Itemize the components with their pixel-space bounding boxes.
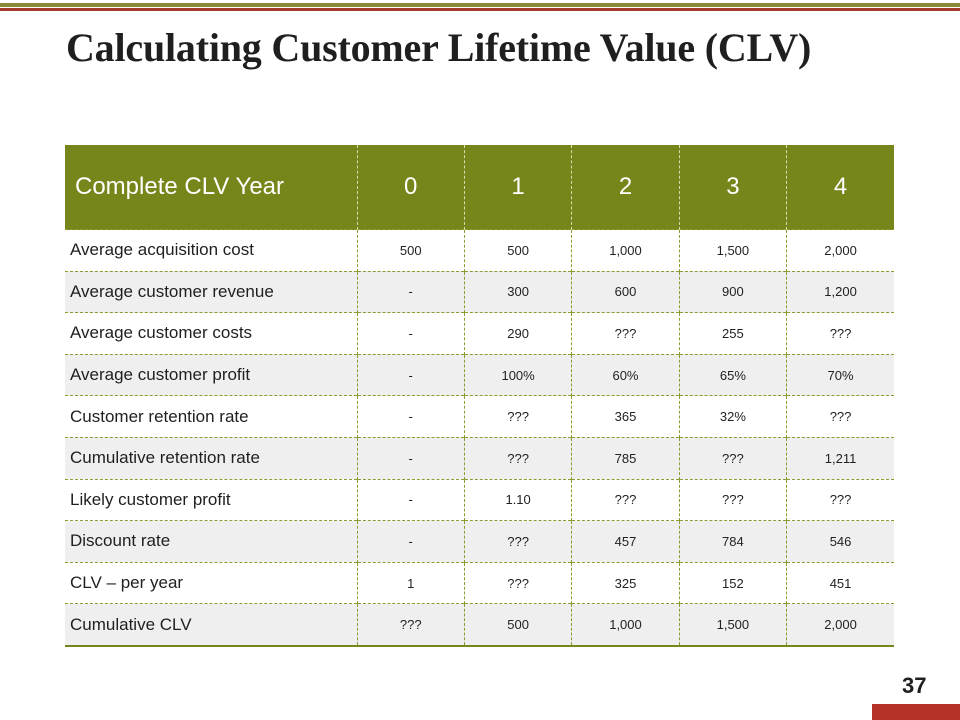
table-cell: 300 <box>463 270 572 313</box>
table-cell: - <box>356 353 465 396</box>
table-cell: 60% <box>571 353 680 396</box>
table-cell: - <box>356 436 465 480</box>
table-cell: 1,500 <box>678 603 787 647</box>
header-year: 0 <box>356 145 465 230</box>
table-row: Likely customer profit -1.10????????? <box>65 478 894 521</box>
table-cell: 500 <box>463 229 572 272</box>
row-label: Customer retention rate <box>65 395 358 438</box>
header-label: Complete CLV Year <box>65 145 358 230</box>
row-label: Likely customer profit <box>65 478 358 521</box>
clv-table: Complete CLV Year 0 1 2 3 4 Average acqu… <box>65 145 894 647</box>
table-cell: 365 <box>571 395 680 438</box>
top-rule-red <box>0 8 960 11</box>
table-row: Average acquisition cost 500 500 1,000 1,500… <box>65 229 894 272</box>
table-cell: 100% <box>463 353 572 396</box>
corner-accent-bar <box>872 704 960 720</box>
table-cell: ??? <box>463 561 572 604</box>
table-cell: 2,000 <box>786 603 894 647</box>
table-cell: 500 <box>356 229 465 272</box>
top-rule-olive <box>0 3 960 7</box>
table-cell: - <box>356 478 465 521</box>
table-cell: 2,000 <box>786 229 894 272</box>
table-row: Cumulative retention rate -??? 785??? 1,211 <box>65 436 894 480</box>
table-cell: ??? <box>786 478 894 521</box>
table-cell: 325 <box>571 561 680 604</box>
table-row: CLV – per year 1??? 325 152 451 <box>65 561 894 604</box>
table-row: Customer retention rate -??? 365 32%??? <box>65 395 894 438</box>
table-cell: ??? <box>571 312 680 355</box>
table-row: Average customer revenue -300 600 900 1,200 <box>65 270 894 313</box>
header-year: 1 <box>463 145 572 230</box>
table-cell: 152 <box>678 561 787 604</box>
table-cell: 500 <box>463 603 572 647</box>
table-cell: ??? <box>463 436 572 480</box>
table-cell: 1,500 <box>678 229 787 272</box>
table-row: Average customer costs -290??? 255??? <box>65 312 894 355</box>
row-label: Average customer profit <box>65 353 358 396</box>
row-label: CLV – per year <box>65 561 358 604</box>
table-cell: 457 <box>571 520 680 563</box>
row-label: Discount rate <box>65 520 358 563</box>
table-cell: ??? <box>678 436 787 480</box>
table-body: Average acquisition cost 500 500 1,000 1,500… <box>65 229 894 647</box>
table-cell: - <box>356 520 465 563</box>
table-cell: ??? <box>678 478 787 521</box>
table-cell: 1,000 <box>571 603 680 647</box>
table-cell: 1,000 <box>571 229 680 272</box>
table-cell: 451 <box>786 561 894 604</box>
table-cell: 784 <box>678 520 787 563</box>
table-cell: 900 <box>678 270 787 313</box>
header-year: 2 <box>571 145 680 230</box>
table-cell: 546 <box>786 520 894 563</box>
page-number: 37 <box>902 673 927 698</box>
header-year: 4 <box>786 145 894 230</box>
table-cell: 1.10 <box>463 478 572 521</box>
table-cell: - <box>356 270 465 313</box>
row-label: Average customer costs <box>65 312 358 355</box>
table-cell: ??? <box>786 312 894 355</box>
table-row: Discount rate -??? 457 784 546 <box>65 520 894 563</box>
table-row: Cumulative CLV??? 500 1,000 1,500 2,000 <box>65 603 894 647</box>
table-cell: 1 <box>356 561 465 604</box>
row-label: Average customer revenue <box>65 270 358 313</box>
table-row: Average customer profit -100% 60% 65% 70% <box>65 353 894 396</box>
row-label: Average acquisition cost <box>65 229 358 272</box>
table-cell: 1,200 <box>786 270 894 313</box>
slide-title: Calculating Customer Lifetime Value (CLV… <box>66 25 812 70</box>
table-cell: 255 <box>678 312 787 355</box>
table-cell: 1,211 <box>786 436 894 480</box>
table-cell: 32% <box>678 395 787 438</box>
table-cell: 290 <box>463 312 572 355</box>
table-header-row: Complete CLV Year 0 1 2 3 4 <box>65 145 894 230</box>
table-cell: 785 <box>571 436 680 480</box>
table-cell: ??? <box>571 478 680 521</box>
table-cell: 600 <box>571 270 680 313</box>
table-cell: ??? <box>463 395 572 438</box>
table-cell: ??? <box>463 520 572 563</box>
table-cell: ??? <box>356 603 465 647</box>
table-cell: 65% <box>678 353 787 396</box>
table-cell: 70% <box>786 353 894 396</box>
row-label: Cumulative CLV <box>65 603 358 647</box>
header-year: 3 <box>678 145 787 230</box>
row-label: Cumulative retention rate <box>65 436 358 480</box>
table-cell: ??? <box>786 395 894 438</box>
table-cell: - <box>356 312 465 355</box>
table-cell: - <box>356 395 465 438</box>
